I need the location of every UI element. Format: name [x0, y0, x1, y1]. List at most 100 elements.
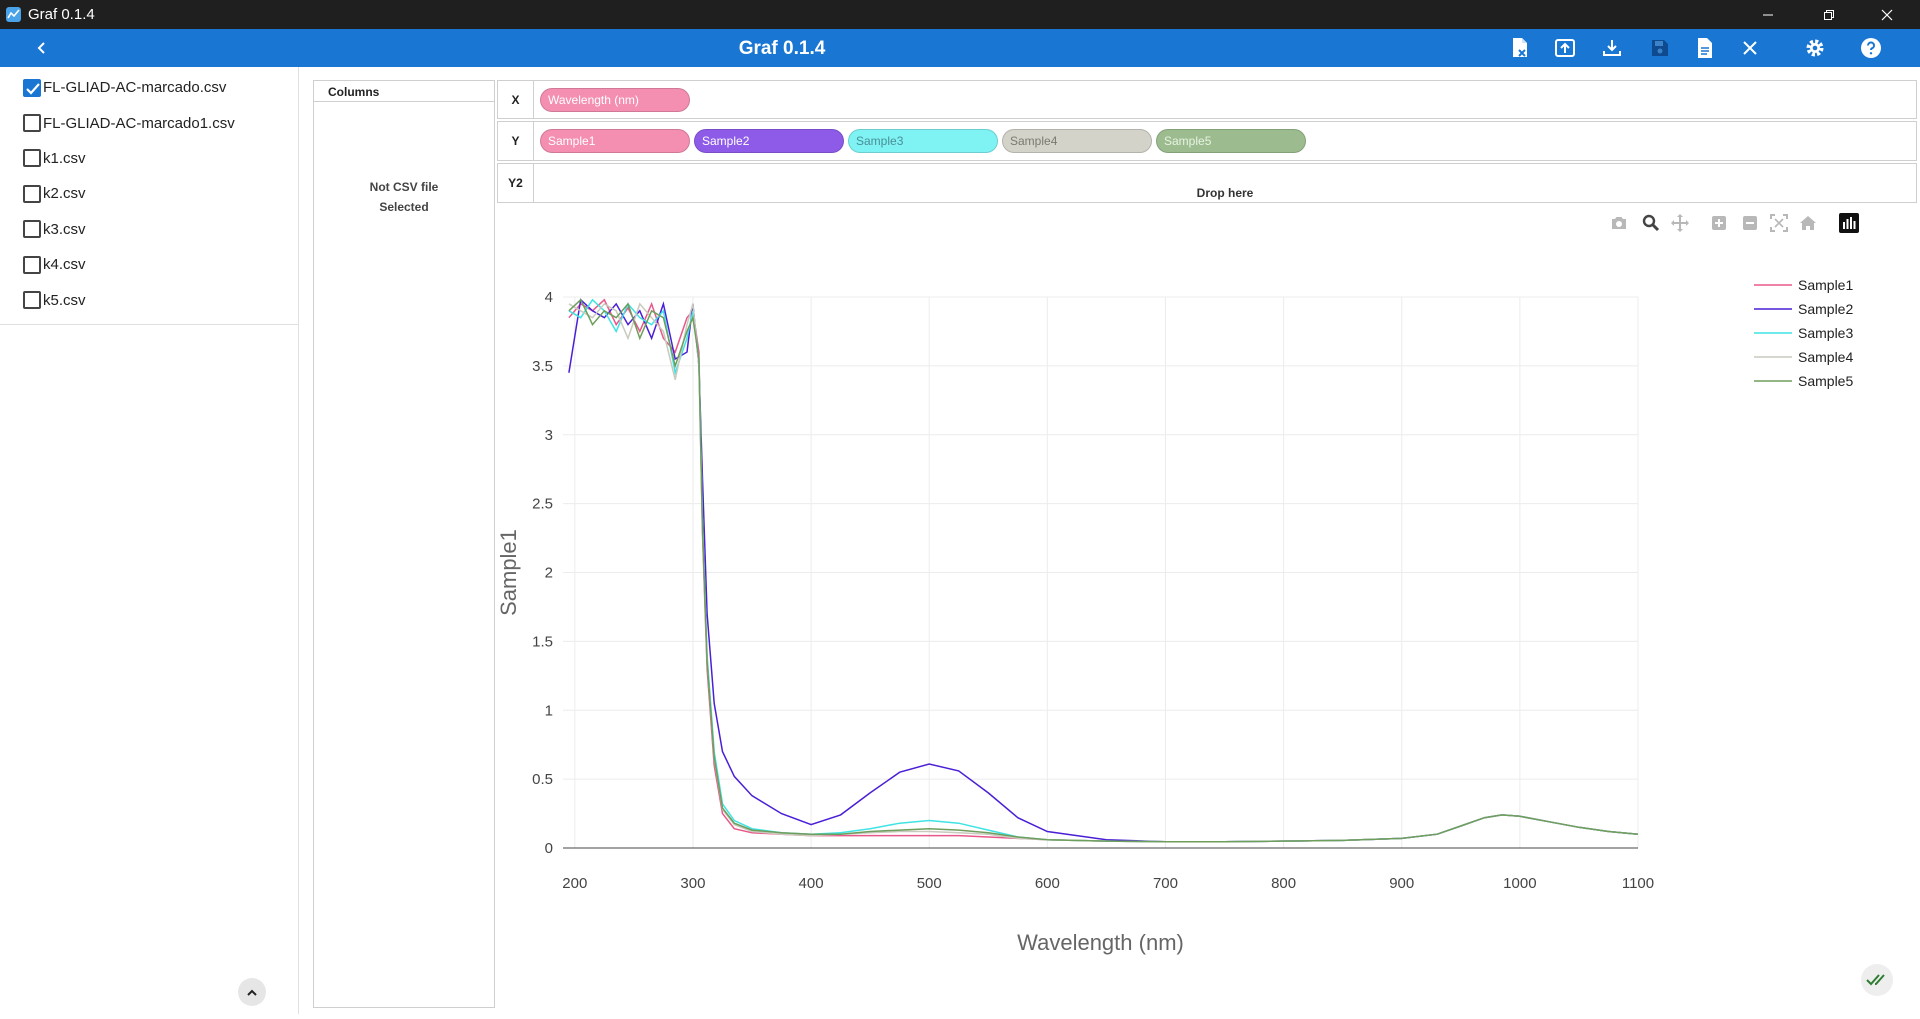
- plot-area[interactable]: 200 300 400 500 600 700 800 900 1000 1100 0 0.5 1 1.5…: [496, 205, 1920, 1014]
- camera-button[interactable]: [1608, 212, 1630, 234]
- plotly-logo-button[interactable]: [1838, 212, 1860, 234]
- x-tick-label: 900: [1389, 875, 1414, 892]
- close-icon: [1881, 9, 1893, 20]
- help-button[interactable]: [1859, 36, 1883, 60]
- help-icon: [1861, 38, 1881, 58]
- y2-axis-label: Y2: [498, 164, 534, 202]
- series-line: [568, 298, 1639, 843]
- file-name: FL-GLIAD-AC-marcado1.csv: [43, 114, 235, 132]
- document-button[interactable]: [1693, 36, 1717, 60]
- camera-icon: [1612, 217, 1626, 229]
- close-window-button[interactable]: [1864, 0, 1910, 29]
- series-line: [568, 298, 1639, 843]
- file-item[interactable]: FL-GLIAD-AC-marcado.csv: [0, 70, 298, 105]
- zoom-in-button[interactable]: [1708, 212, 1730, 234]
- checkmark-icon: [26, 82, 40, 95]
- upload-icon: [1555, 39, 1575, 57]
- y-tick-label: 1: [545, 702, 553, 719]
- column-chip[interactable]: Sample3: [848, 129, 998, 153]
- zoom-out-button[interactable]: [1739, 212, 1761, 234]
- file-name: k4.csv: [43, 256, 86, 274]
- close-file-button[interactable]: [1738, 36, 1762, 60]
- column-chip[interactable]: Sample1: [540, 129, 690, 153]
- x-tick-label: 700: [1153, 875, 1178, 892]
- x-axis-drop-zone[interactable]: X Wavelength (nm): [497, 80, 1917, 119]
- save-button[interactable]: [1648, 36, 1672, 60]
- app-bar: Graf 0.1.4: [0, 29, 1920, 67]
- zoom-in-icon: [1712, 216, 1726, 230]
- x-axis-label: X: [498, 81, 534, 118]
- file-checkbox[interactable]: [23, 255, 41, 274]
- x-tick-label: 400: [799, 875, 824, 892]
- legend-item: Sample4: [1798, 349, 1853, 365]
- x-tick-label: 200: [562, 875, 587, 892]
- file-item[interactable]: k5.csv: [0, 282, 298, 317]
- reset-axes-button[interactable]: [1797, 212, 1819, 234]
- app-logo-icon: [6, 7, 21, 22]
- restore-button[interactable]: [1806, 0, 1852, 29]
- y-axis-title: Sample1: [497, 529, 521, 616]
- file-item[interactable]: k3.csv: [0, 212, 298, 247]
- autoscale-button[interactable]: [1768, 212, 1790, 234]
- y-tick-label: 2.5: [532, 496, 553, 513]
- file-item[interactable]: k4.csv: [0, 247, 298, 282]
- column-chip[interactable]: Sample5: [1156, 129, 1306, 153]
- y-tick-label: 0: [545, 840, 553, 857]
- file-item[interactable]: k2.csv: [0, 176, 298, 211]
- column-chip[interactable]: Sample4: [1002, 129, 1152, 153]
- series-line: [568, 298, 1639, 843]
- file-name: k1.csv: [43, 149, 86, 167]
- y-tick-label: 4: [545, 289, 553, 306]
- plotly-logo-icon: [1839, 213, 1859, 233]
- y-axis-drop-zone[interactable]: Y Sample1 Sample2 Sample3 Sample4 Sample5: [497, 121, 1917, 161]
- file-checkbox[interactable]: [23, 78, 41, 97]
- column-chip[interactable]: Sample2: [694, 129, 844, 153]
- legend-item: Sample1: [1798, 277, 1853, 293]
- zoom-button[interactable]: [1640, 212, 1662, 234]
- autoscale-icon: [1770, 214, 1788, 232]
- column-chip[interactable]: Wavelength (nm): [540, 88, 690, 112]
- minimize-button[interactable]: [1745, 0, 1791, 29]
- scroll-top-button[interactable]: [238, 978, 266, 1006]
- legend-item: Sample3: [1798, 325, 1853, 341]
- pan-icon: [1671, 214, 1689, 232]
- file-item[interactable]: FL-GLIAD-AC-marcado1.csv: [0, 105, 298, 140]
- x-tick-label: 600: [1035, 875, 1060, 892]
- series-line: [568, 298, 1639, 843]
- x-tick-label: 800: [1271, 875, 1296, 892]
- back-button[interactable]: [30, 36, 54, 60]
- drop-here-text: Drop here: [1196, 186, 1254, 200]
- zoom-icon: [1642, 214, 1660, 232]
- legend-item: Sample5: [1798, 373, 1853, 389]
- x-axis-title: Wavelength (nm): [1017, 930, 1184, 955]
- clear-file-button[interactable]: [1508, 36, 1532, 60]
- download-button[interactable]: [1600, 36, 1624, 60]
- line-chart[interactable]: 200 300 400 500 600 700 800 900 1000 1100 0 0.5 1 1.5…: [496, 205, 1920, 1014]
- settings-button[interactable]: [1803, 36, 1827, 60]
- chevron-left-icon: [37, 42, 45, 54]
- file-checkbox[interactable]: [23, 220, 41, 239]
- y2-axis-drop-zone[interactable]: Y2 Drop here: [497, 163, 1917, 203]
- file-checkbox[interactable]: [23, 149, 41, 168]
- open-file-button[interactable]: [1553, 36, 1577, 60]
- file-name: k5.csv: [43, 291, 86, 309]
- chevron-up-icon: [247, 989, 257, 996]
- status-button[interactable]: [1861, 964, 1893, 996]
- y-tick-label: 0.5: [532, 771, 553, 788]
- pan-button[interactable]: [1669, 212, 1691, 234]
- document-icon: [1698, 38, 1712, 58]
- save-icon: [1652, 40, 1668, 56]
- download-icon: [1603, 40, 1621, 56]
- file-checkbox[interactable]: [23, 291, 41, 310]
- file-item[interactable]: k1.csv: [0, 141, 298, 176]
- columns-empty-line1: Not CSV file: [369, 180, 439, 194]
- x-tick-label: 1000: [1503, 875, 1536, 892]
- minimize-icon: [1763, 14, 1773, 15]
- file-checkbox[interactable]: [23, 184, 41, 203]
- window-title: Graf 0.1.4: [28, 6, 95, 23]
- x-tick-label: 300: [680, 875, 705, 892]
- x-tick-label: 500: [917, 875, 942, 892]
- legend-item: Sample2: [1798, 301, 1853, 317]
- file-list: FL-GLIAD-AC-marcado.csv FL-GLIAD-AC-marca…: [0, 67, 298, 325]
- file-checkbox[interactable]: [23, 114, 41, 133]
